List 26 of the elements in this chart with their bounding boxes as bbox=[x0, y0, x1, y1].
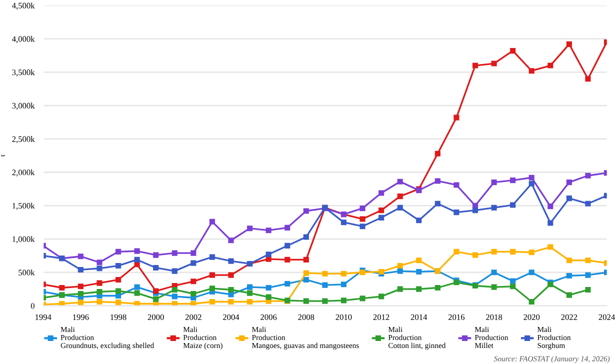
x-tick-label: 2016 bbox=[448, 314, 465, 320]
x-tick-label: 1996 bbox=[73, 314, 89, 320]
y-tick-label: 500k bbox=[18, 270, 35, 276]
x-tick-label: 2022 bbox=[561, 314, 578, 320]
y-tick-label: 2,000k bbox=[12, 169, 35, 176]
x-tick-label: 2018 bbox=[486, 314, 502, 320]
y-tick-label: 3,000k bbox=[12, 102, 35, 110]
x-tick-label: 2006 bbox=[260, 314, 277, 320]
y-tick-label: 3,500k bbox=[12, 69, 35, 76]
x-tick-label: 2020 bbox=[524, 314, 540, 320]
x-tick-label: 2014 bbox=[410, 314, 428, 320]
x-tick-label: 1994 bbox=[36, 314, 52, 320]
x-tick-label: 1998 bbox=[110, 314, 126, 320]
y-tick-label: 4,500k bbox=[12, 2, 35, 10]
y-tick-label: 4,000k bbox=[12, 36, 35, 43]
x-tick-label: 2012 bbox=[373, 314, 390, 320]
y-tick-label: 1,500k bbox=[12, 202, 35, 210]
x-tick-label: 2004 bbox=[223, 314, 240, 320]
y-tick-label: 1,000k bbox=[12, 236, 35, 244]
x-tick-label: 2002 bbox=[185, 314, 202, 320]
x-tick-label: 2008 bbox=[298, 314, 314, 320]
y-tick-label: 2,500k bbox=[12, 136, 35, 144]
x-tick-label: 2024 bbox=[598, 314, 615, 320]
x-tick-label: 2000 bbox=[148, 314, 164, 320]
x-tick-label: 2010 bbox=[336, 314, 352, 320]
y-tick-label: 0 bbox=[30, 303, 34, 309]
